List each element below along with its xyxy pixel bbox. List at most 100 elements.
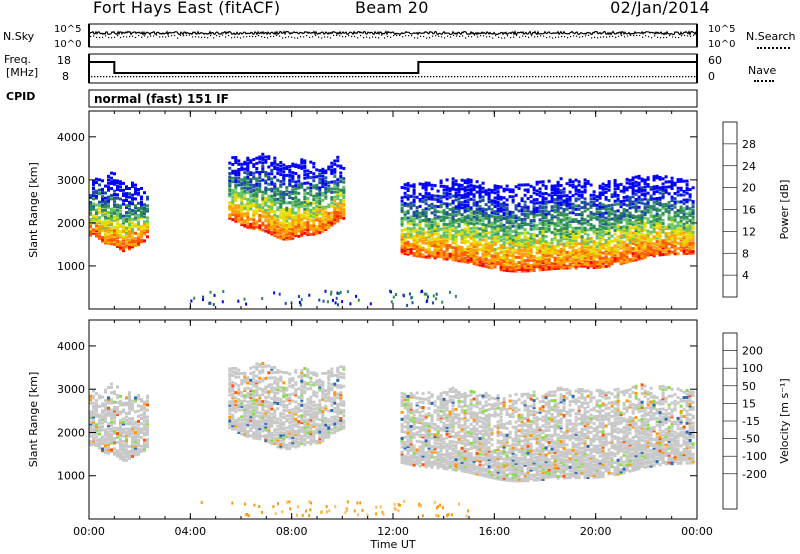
echo-cell [553, 236, 557, 239]
echo-cell [297, 222, 301, 226]
echo-cell [631, 257, 635, 261]
echo-cell [517, 183, 521, 187]
echo-cell [517, 267, 521, 271]
echo-cell [303, 169, 307, 173]
echo-cell [104, 449, 107, 453]
echo-cell [556, 203, 560, 207]
echo-cell [559, 234, 563, 237]
echo-cell [685, 229, 689, 233]
echo-cell [517, 204, 521, 208]
echo-cell [237, 168, 241, 171]
echo-cell [294, 201, 298, 205]
echo-cell [562, 199, 566, 203]
echo-cell [107, 422, 110, 426]
echo-cell [637, 228, 641, 232]
echo-cell [589, 264, 593, 268]
echo-cell [264, 172, 268, 176]
echo-cell [421, 219, 425, 222]
echo-cell [451, 246, 455, 250]
echo-cell [327, 222, 331, 226]
echo-cell [113, 208, 116, 212]
echo-cell [541, 245, 545, 249]
echo-cell [565, 256, 569, 260]
nave-point [553, 76, 555, 78]
echo-cell [234, 204, 238, 208]
echo-cell [688, 207, 692, 211]
ground-scatter-cell [213, 293, 216, 297]
echo-cell [517, 255, 521, 259]
echo-cell [246, 180, 250, 184]
echo-cell [643, 249, 647, 253]
echo-cell [273, 227, 277, 231]
echo-cell [342, 216, 346, 220]
echo-cell [424, 181, 428, 185]
echo-cell [454, 255, 458, 259]
echo-cell [679, 228, 683, 231]
echo-cell [505, 236, 509, 240]
echo-cell [104, 201, 107, 205]
echo-cell [445, 252, 449, 256]
echo-cell [505, 256, 509, 260]
echo-cell [92, 180, 95, 184]
echo-cell [583, 262, 587, 266]
echo-cell [436, 215, 440, 219]
echo-cell [131, 231, 134, 235]
echo-cell [577, 259, 581, 263]
echo-cell [544, 243, 548, 247]
echo-cell [89, 443, 92, 447]
echo-cell [276, 215, 280, 218]
nsearch-point [573, 35, 575, 37]
echo-cell [433, 240, 437, 244]
echo-cell [655, 217, 659, 221]
echo-cell [673, 252, 677, 256]
echo-cell [646, 208, 650, 212]
echo-cell [535, 206, 539, 210]
echo-cell [279, 195, 283, 199]
ground-scatter-cell [298, 301, 301, 304]
echo-cell [122, 199, 125, 203]
echo-cell [451, 210, 455, 214]
echo-cell [538, 213, 542, 217]
echo-cell [556, 216, 560, 220]
echo-cell [655, 209, 659, 213]
echo-cell [445, 226, 449, 230]
echo-cell [526, 188, 530, 192]
echo-cell [409, 244, 413, 248]
echo-cell [282, 192, 286, 196]
nave-point [232, 76, 234, 78]
echo-cell [559, 247, 563, 251]
nsearch-point [336, 34, 338, 36]
echo-cell [285, 229, 289, 232]
echo-cell [688, 243, 692, 247]
echo-cell [589, 255, 593, 259]
echo-cell [406, 182, 410, 186]
echo-cell [403, 214, 407, 218]
echo-cell [303, 176, 307, 180]
nsearch-point [303, 36, 305, 38]
echo-cell [640, 225, 644, 229]
echo-cell [553, 258, 557, 262]
echo-cell [691, 251, 695, 255]
echo-cell [318, 188, 322, 192]
echo-cell [598, 227, 602, 231]
echo-cell [270, 201, 274, 205]
echo-cell [484, 232, 488, 236]
echo-cell [110, 382, 113, 386]
echo-cell [415, 245, 419, 249]
echo-cell [273, 216, 277, 220]
echo-cell [321, 216, 325, 219]
echo-cell [421, 208, 425, 212]
echo-cell [601, 234, 605, 238]
echo-cell [460, 251, 464, 255]
echo-cell [300, 161, 304, 165]
echo-cell [237, 162, 241, 166]
echo-cell [589, 228, 593, 232]
echo-cell [574, 238, 578, 242]
echo-cell [415, 211, 419, 215]
echo-cell [113, 179, 116, 183]
nsearch-point [507, 35, 509, 37]
echo-cell [553, 205, 557, 209]
echo-cell [688, 248, 692, 252]
echo-cell [113, 416, 116, 420]
nsearch-point [474, 34, 476, 36]
